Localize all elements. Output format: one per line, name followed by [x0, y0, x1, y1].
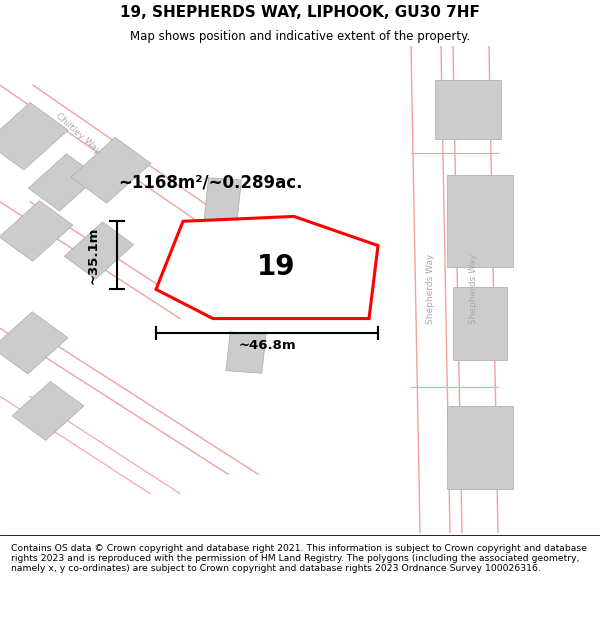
Text: 19, SHEPHERDS WAY, LIPHOOK, GU30 7HF: 19, SHEPHERDS WAY, LIPHOOK, GU30 7HF	[120, 6, 480, 21]
Polygon shape	[156, 216, 378, 319]
Text: Shepherds Way: Shepherds Way	[426, 254, 435, 324]
Bar	[0, 102, 68, 170]
Text: ~35.1m: ~35.1m	[86, 227, 100, 284]
Bar	[253, 243, 299, 306]
Text: Chiltley Way: Chiltley Way	[54, 111, 102, 156]
Bar	[203, 177, 241, 236]
Bar	[71, 138, 151, 203]
Bar	[435, 80, 501, 139]
Bar	[453, 287, 507, 360]
Bar	[447, 406, 513, 489]
Text: Contains OS data © Crown copyright and database right 2021. This information is : Contains OS data © Crown copyright and d…	[11, 544, 587, 573]
Bar	[28, 154, 98, 211]
Bar	[226, 332, 266, 373]
Bar	[12, 382, 84, 440]
Text: Map shows position and indicative extent of the property.: Map shows position and indicative extent…	[130, 29, 470, 42]
Text: Shepherds Way: Shepherds Way	[470, 254, 479, 324]
Text: 19: 19	[257, 254, 295, 281]
Bar	[0, 312, 68, 374]
Text: ~46.8m: ~46.8m	[238, 339, 296, 352]
Bar	[64, 222, 134, 279]
Bar	[0, 201, 73, 261]
Text: ~1168m²/~0.289ac.: ~1168m²/~0.289ac.	[118, 173, 302, 191]
Bar	[447, 175, 513, 268]
